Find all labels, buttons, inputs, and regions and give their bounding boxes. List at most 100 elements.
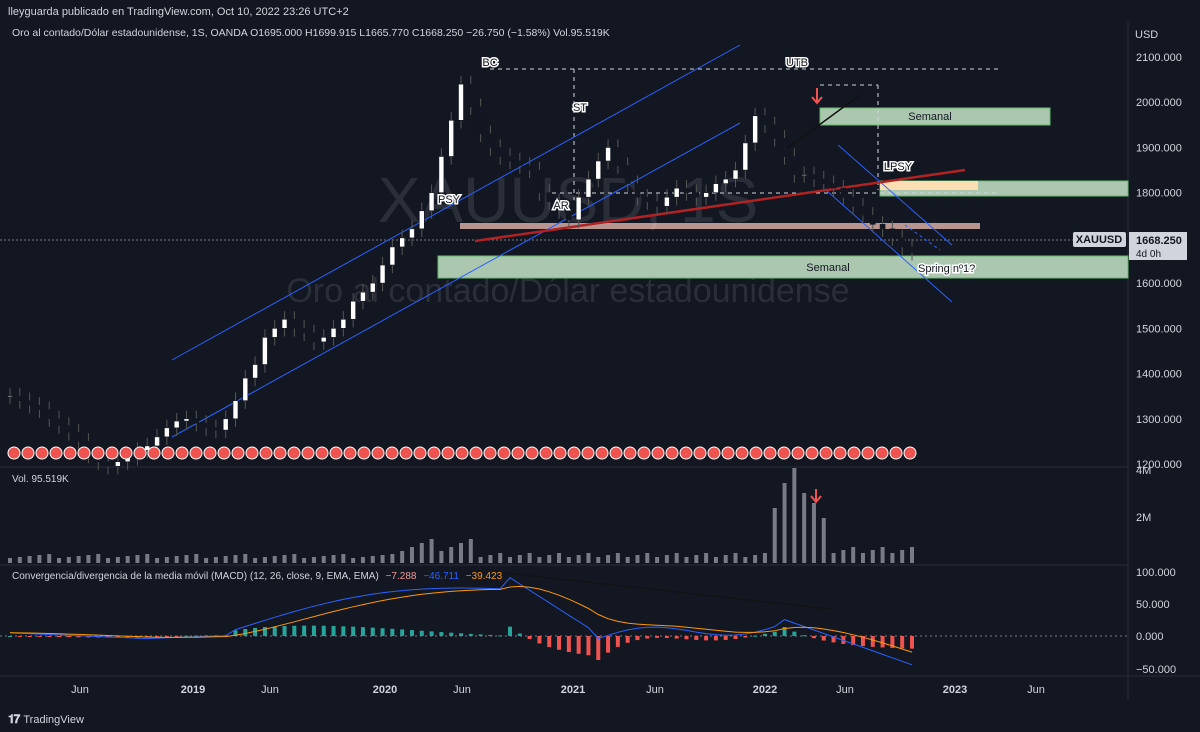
event-marker[interactable] <box>875 446 889 460</box>
price-axis[interactable]: 2100.0002000.0001900.0001800.0001700.000… <box>1136 52 1182 471</box>
event-marker[interactable] <box>595 446 609 460</box>
arrow-down-icon <box>810 489 822 504</box>
event-marker[interactable] <box>693 446 707 460</box>
macd-hist-bar <box>566 636 571 653</box>
event-marker[interactable] <box>91 446 105 460</box>
event-marker[interactable] <box>581 446 595 460</box>
event-marker[interactable] <box>385 446 399 460</box>
volume-bar <box>106 558 111 563</box>
event-marker[interactable] <box>77 446 91 460</box>
event-marker[interactable] <box>133 446 147 460</box>
event-marker[interactable] <box>259 446 273 460</box>
event-marker[interactable] <box>245 446 259 460</box>
event-marker[interactable] <box>609 446 623 460</box>
event-marker[interactable] <box>539 446 553 460</box>
zone-resistance[interactable] <box>460 223 980 229</box>
event-marker[interactable] <box>847 446 861 460</box>
event-marker[interactable] <box>105 446 119 460</box>
volume-bar <box>449 547 454 563</box>
event-marker[interactable] <box>805 446 819 460</box>
event-marker[interactable] <box>777 446 791 460</box>
event-marker[interactable] <box>21 446 35 460</box>
event-marker[interactable] <box>329 446 343 460</box>
event-marker[interactable] <box>147 446 161 460</box>
zone-semanal-bottom[interactable] <box>437 255 1129 279</box>
event-marker[interactable] <box>651 446 665 460</box>
event-marker[interactable] <box>861 446 875 460</box>
candle <box>173 420 180 429</box>
event-marker[interactable] <box>903 446 917 460</box>
event-marker[interactable] <box>287 446 301 460</box>
event-marker[interactable] <box>357 446 371 460</box>
event-marker[interactable] <box>7 446 21 460</box>
event-marker[interactable] <box>441 446 455 460</box>
event-marker[interactable] <box>833 446 847 460</box>
symbol-legend[interactable]: Oro al contado/Dólar estadounidense, 1S,… <box>12 27 610 39</box>
event-marker[interactable] <box>315 446 329 460</box>
event-marker[interactable] <box>679 446 693 460</box>
event-marker[interactable] <box>343 446 357 460</box>
event-marker[interactable] <box>721 446 735 460</box>
macd-legend[interactable]: Convergencia/divergencia de la media móv… <box>12 571 502 582</box>
event-marker[interactable] <box>189 446 203 460</box>
event-marker[interactable] <box>231 446 245 460</box>
event-marker[interactable] <box>511 446 525 460</box>
macd-hist-bar <box>262 627 267 636</box>
event-marker[interactable] <box>889 446 903 460</box>
down-channel-lower[interactable] <box>825 189 953 303</box>
event-marker[interactable] <box>35 446 49 460</box>
macd-hist-bar <box>821 636 826 641</box>
red-trendline[interactable] <box>474 168 966 243</box>
candle <box>438 156 445 193</box>
event-marker[interactable] <box>217 446 231 460</box>
event-marker[interactable] <box>175 446 189 460</box>
event-marker[interactable] <box>707 446 721 460</box>
event-marker[interactable] <box>413 446 427 460</box>
event-marker[interactable] <box>525 446 539 460</box>
volume-legend[interactable]: Vol. 95.519K <box>12 474 69 485</box>
event-marker[interactable] <box>273 446 287 460</box>
down-channel-upper[interactable] <box>837 144 953 246</box>
event-marker[interactable] <box>553 446 567 460</box>
event-marker[interactable] <box>63 446 77 460</box>
event-marker[interactable] <box>763 446 777 460</box>
event-marker[interactable] <box>637 446 651 460</box>
event-marker[interactable] <box>819 446 833 460</box>
event-marker[interactable] <box>567 446 581 460</box>
macd-divergence-line[interactable] <box>504 572 831 610</box>
channel-lower-line[interactable] <box>171 122 741 438</box>
volume-bars <box>8 468 914 563</box>
event-marker[interactable] <box>665 446 679 460</box>
event-marker[interactable] <box>203 446 217 460</box>
event-marker[interactable] <box>623 446 637 460</box>
volume-bar <box>831 553 836 563</box>
price-tag[interactable]: 1668.250 <box>1136 235 1182 247</box>
volume-bar <box>743 557 748 563</box>
projection-dashed[interactable] <box>904 224 941 251</box>
event-marker[interactable] <box>301 446 315 460</box>
event-marker[interactable] <box>161 446 175 460</box>
volume-bar <box>360 557 365 563</box>
event-marker[interactable] <box>791 446 805 460</box>
event-marker[interactable] <box>49 446 63 460</box>
macd-hist-bar <box>870 636 875 647</box>
time-axis[interactable]: Jun 2019 Jun 2020 Jun 2021 Jun 2022 Jun 2023 Jun <box>71 684 1045 696</box>
black-trendline[interactable] <box>784 94 861 151</box>
event-markers-row[interactable] <box>7 446 917 460</box>
channel-upper-line[interactable] <box>171 44 741 361</box>
event-marker[interactable] <box>119 446 133 460</box>
event-marker[interactable] <box>371 446 385 460</box>
candle <box>281 318 288 329</box>
event-marker[interactable] <box>469 446 483 460</box>
event-marker[interactable] <box>455 446 469 460</box>
candle <box>889 228 896 239</box>
event-marker[interactable] <box>749 446 763 460</box>
volume-bar <box>694 555 699 563</box>
event-marker[interactable] <box>735 446 749 460</box>
event-marker[interactable] <box>427 446 441 460</box>
event-marker[interactable] <box>399 446 413 460</box>
event-marker[interactable] <box>483 446 497 460</box>
zone-orange[interactable] <box>880 181 978 190</box>
event-marker[interactable] <box>497 446 511 460</box>
